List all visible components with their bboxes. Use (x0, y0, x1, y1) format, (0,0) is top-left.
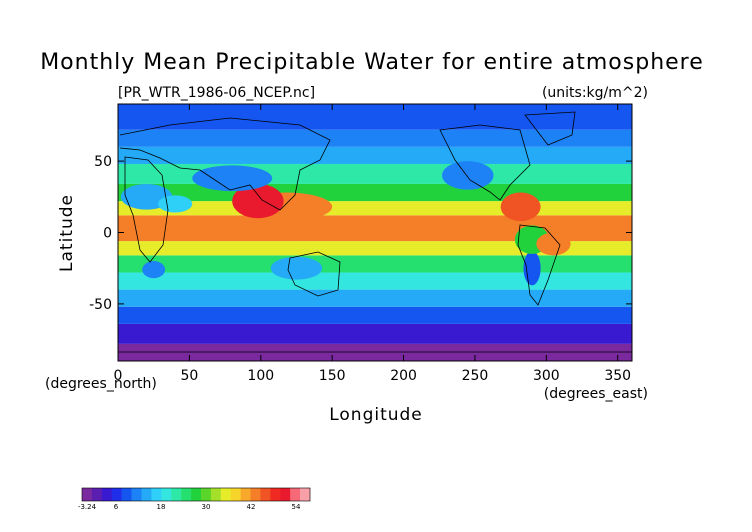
x-tick-label-200: 200 (390, 368, 417, 384)
y-tick-label-0: 0 (103, 226, 112, 242)
y-axis-ticks: 50 0 -50 (89, 154, 632, 313)
coastline-australia (287, 251, 341, 297)
colorbar-swatch-15 (230, 488, 241, 501)
colorbar-swatch-4 (121, 488, 132, 501)
y-unit-label: (degrees_north) (45, 376, 157, 392)
colorbar-swatch-14 (220, 488, 231, 501)
colorbar-swatch-20 (280, 488, 291, 501)
colorbar-swatch-21 (290, 488, 301, 501)
blob-7 (270, 256, 323, 280)
colorbar-swatch-17 (250, 488, 261, 501)
colorbar (81, 487, 311, 502)
colorbar-labels: -3.24 6 18 30 42 54 (78, 503, 301, 511)
colorbar-swatch-9 (171, 488, 182, 501)
y-tick-label--50: -50 (89, 297, 112, 313)
x-tick-label-350: 350 (604, 368, 631, 384)
colorbar-label-5: 54 (292, 503, 301, 511)
colorbar-label-4: 42 (247, 503, 256, 511)
x-tick-label-0: 0 (114, 368, 123, 384)
x-axis-ticks: 0 50 100 150 200 250 300 350 (114, 104, 631, 384)
colorbar-swatch-10 (181, 488, 192, 501)
blob-6 (157, 195, 193, 213)
band-6 (118, 241, 632, 256)
colorbar-label-2: 18 (157, 503, 166, 511)
colorbar-swatch-18 (260, 488, 271, 501)
colorbar-swatch-11 (191, 488, 202, 501)
blob-11 (536, 232, 571, 256)
colorbar-swatch-0 (82, 488, 93, 501)
blob-8 (142, 261, 166, 279)
band-4 (118, 272, 632, 290)
band-2 (118, 306, 632, 324)
band-11 (118, 146, 632, 164)
colorbar-swatch-6 (141, 488, 152, 501)
x-tick-label-300: 300 (533, 368, 560, 384)
band-3 (118, 289, 632, 307)
coastlines (118, 111, 632, 353)
coastline-north-america (439, 124, 531, 201)
colorbar-swatch-2 (101, 488, 113, 501)
colorbar-swatch-13 (210, 488, 222, 501)
blob-1 (232, 183, 284, 219)
colorbar-swatch-5 (131, 488, 142, 501)
x-tick-label-250: 250 (462, 368, 489, 384)
x-axis-label: Longitude (329, 405, 423, 425)
colorbar-swatch-8 (161, 488, 172, 501)
colorbar-swatch-22 (300, 488, 311, 501)
x-unit-label: (degrees_east) (544, 386, 648, 402)
band-13 (118, 104, 632, 130)
band-9 (118, 183, 632, 202)
coastline-europe-asia (119, 117, 331, 211)
band-8 (118, 201, 632, 216)
x-tick-label-150: 150 (319, 368, 346, 384)
heatmap-field (118, 104, 632, 361)
colorbar-label-0: -3.24 (78, 503, 97, 511)
band-1 (118, 323, 632, 344)
coastline-greenland (524, 111, 576, 146)
colorbar-swatch-19 (270, 488, 281, 501)
band-0 (118, 343, 632, 361)
coastline-africa (124, 156, 169, 263)
band-5 (118, 255, 632, 273)
file-label: [PR_WTR_1986-06_NCEP.nc] (118, 85, 315, 101)
units-label: (units:kg/m^2) (542, 85, 648, 101)
blob-3 (442, 161, 494, 190)
x-tick-label-50: 50 (180, 368, 198, 384)
blob-4 (192, 165, 273, 192)
y-axis-label: Latitude (57, 194, 77, 272)
colorbar-label-3: 30 (202, 503, 211, 511)
y-tick-label-50: 50 (94, 154, 112, 170)
colorbar-label-1: 6 (114, 503, 119, 511)
colorbar-swatch-1 (91, 488, 103, 501)
blob-2 (500, 192, 541, 222)
band-12 (118, 129, 632, 147)
chart-title: Monthly Mean Precipitable Water for enti… (40, 50, 704, 75)
colorbar-swatch-7 (151, 488, 162, 501)
colorbar-frame (81, 487, 311, 502)
coastline-south-america (517, 224, 561, 306)
x-tick-label-100: 100 (247, 368, 274, 384)
colorbar-swatch-12 (200, 488, 212, 501)
colorbar-swatch-3 (111, 488, 122, 501)
colorbar-swatch-16 (240, 488, 251, 501)
